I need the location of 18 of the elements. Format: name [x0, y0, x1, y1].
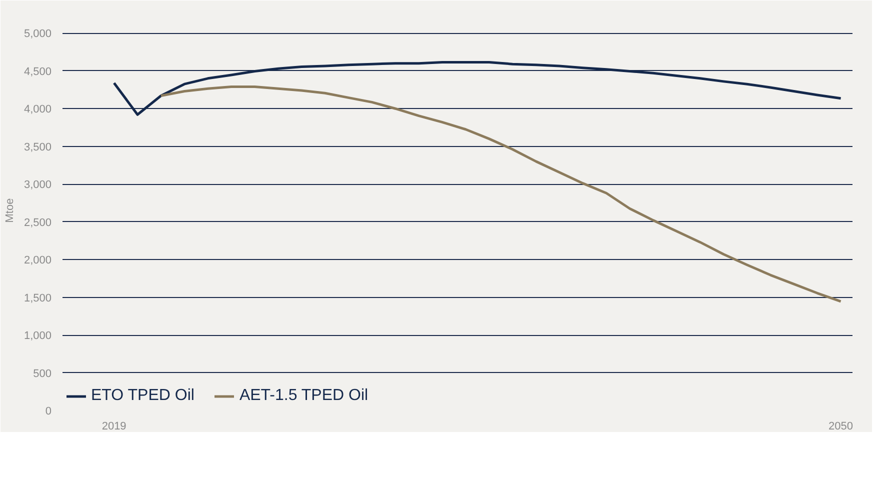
x-tick-label: 2050	[828, 420, 854, 432]
legend-label: ETO TPED Oil	[91, 387, 194, 405]
line-series	[160, 85, 842, 303]
y-tick-label: 1,500	[24, 292, 52, 304]
y-tick-label: 500	[33, 368, 52, 380]
y-tick-label: 5,000	[24, 28, 52, 40]
y-tick-label: 2,000	[24, 254, 52, 267]
legend-label: AET-1.5 TPED Oil	[239, 387, 368, 405]
y-axis-title: Mtoe	[4, 198, 16, 223]
y-tick-label: 0	[45, 406, 52, 418]
y-tick-label: 1,000	[24, 330, 52, 342]
y-tick-label: 3,000	[24, 179, 52, 192]
y-tick-label: 4,000	[24, 104, 52, 116]
y-tick-label: 4,500	[24, 66, 52, 78]
y-tick-label: 2,500	[24, 216, 52, 229]
line-series	[112, 60, 842, 116]
y-tick-label: 3,500	[24, 141, 52, 154]
x-tick-label: 2019	[102, 420, 126, 432]
